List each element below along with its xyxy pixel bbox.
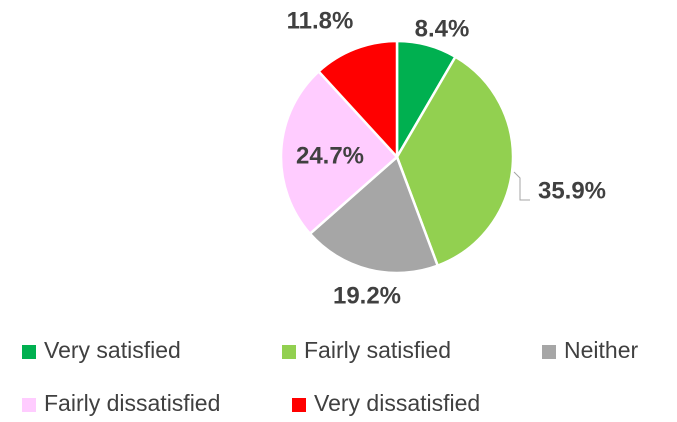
legend-swatch <box>282 345 296 359</box>
data-label: 8.4% <box>415 15 470 42</box>
data-label: 24.7% <box>296 142 364 169</box>
pie-slice <box>316 39 399 161</box>
legend-label: Neither <box>564 337 638 363</box>
legend-label: Fairly satisfied <box>304 337 451 363</box>
legend-swatch <box>542 345 556 359</box>
pie-slice <box>279 69 399 236</box>
data-label: 19.2% <box>333 282 401 309</box>
legend-label: Fairly dissatisfied <box>44 390 220 416</box>
leader-line <box>513 171 530 201</box>
pie-slice <box>308 154 440 275</box>
legend-swatch <box>22 398 36 412</box>
data-label: 11.8% <box>287 7 354 34</box>
pie-slice <box>395 55 515 268</box>
legend-swatch <box>292 398 306 412</box>
legend-label: Very dissatisfied <box>314 390 480 416</box>
legend-swatch <box>22 345 36 359</box>
data-label: 35.9% <box>538 177 606 204</box>
legend-label: Very satisfied <box>44 337 181 363</box>
